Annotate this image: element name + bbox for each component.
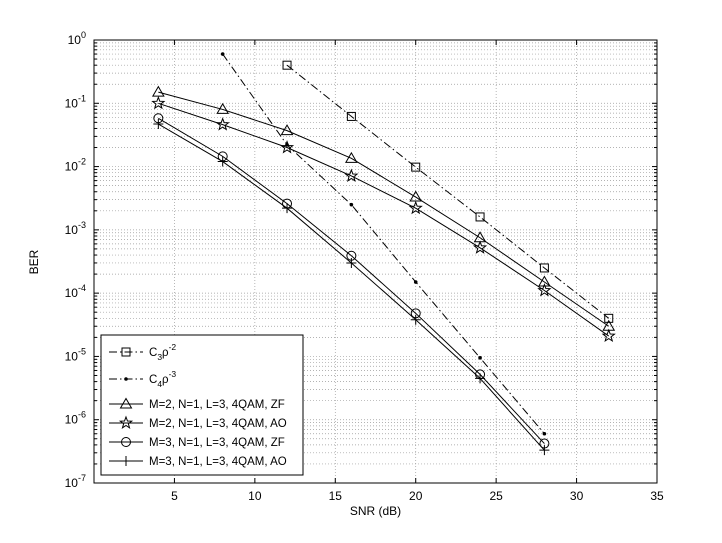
y-tick-base: 10	[65, 476, 79, 490]
series-4	[151, 95, 616, 343]
data-point-square	[282, 60, 292, 70]
series-2	[220, 52, 547, 436]
data-point-triangle	[216, 102, 230, 114]
data-point-plus	[410, 314, 421, 325]
y-tick-exponent: -5	[78, 346, 86, 356]
data-point-star	[151, 95, 166, 110]
y-tick-label: 10-6	[65, 410, 86, 427]
x-tick-label: 25	[489, 489, 503, 503]
legend-label: M=3, N=1, L=3, 4QAM, AO	[149, 456, 287, 468]
series-1	[282, 60, 614, 323]
legend-label: C4ρ-3	[149, 369, 176, 389]
y-tick-label: 10-7	[65, 473, 86, 490]
legend-label: M=2, N=1, L=3, 4QAM, ZF	[149, 399, 285, 411]
data-point-dot	[349, 202, 354, 207]
data-point-dot	[124, 377, 128, 381]
y-tick-label: 10-5	[65, 346, 86, 363]
data-point-dot	[413, 280, 418, 284]
y-tick-label: 10-3	[65, 220, 86, 237]
data-point-star	[472, 240, 488, 254]
y-tick-exponent: -3	[78, 220, 86, 230]
data-point-star	[215, 117, 230, 131]
data-point-square	[539, 263, 549, 273]
y-tick-exponent: -6	[78, 410, 86, 420]
data-point-dot	[478, 356, 482, 360]
data-point-star	[408, 200, 423, 215]
y-tick-base: 10	[65, 223, 79, 237]
data-point-dot	[542, 431, 547, 436]
legend-label: M=3, N=1, L=3, 4QAM, ZF	[149, 437, 285, 449]
x-axis-title: SNR (dB)	[350, 504, 401, 518]
data-point-plus	[217, 156, 228, 167]
data-point-triangle	[538, 275, 551, 287]
data-point-circle	[121, 437, 131, 447]
data-point-square	[121, 347, 131, 357]
data-point-square	[346, 111, 356, 121]
legend-label: C3ρ-2	[149, 342, 176, 362]
data-point-dot	[220, 52, 225, 56]
data-point-star	[118, 415, 134, 430]
data-point-plus	[282, 203, 293, 214]
y-tick-exponent: -2	[78, 157, 86, 167]
y-tick-base: 10	[65, 286, 79, 300]
legend: C3ρ-2 C4ρ-3 M=2, N=1, L=3, 4QAM, ZF M=2, N=…	[100, 334, 304, 476]
x-tick-label: 20	[409, 489, 423, 503]
data-point-plus	[346, 257, 357, 268]
data-point-plus	[539, 445, 550, 456]
series-line	[158, 91, 610, 327]
x-tick-label: 5	[171, 489, 178, 503]
data-point-square	[475, 212, 485, 222]
x-tick-label: 30	[570, 489, 584, 503]
y-tick-exponent: -7	[78, 473, 86, 483]
series-line	[286, 64, 610, 319]
data-point-triangle	[280, 124, 294, 136]
series-line	[158, 102, 610, 337]
data-point-plus	[121, 456, 131, 466]
data-point-square	[604, 313, 614, 323]
data-point-star	[279, 140, 295, 154]
plot-frame	[93, 39, 658, 484]
data-point-star	[537, 283, 552, 297]
y-tick-base: 10	[68, 33, 82, 47]
data-point-square	[411, 162, 421, 172]
y-tick-exponent: -1	[78, 93, 86, 103]
legend-box	[100, 334, 304, 476]
y-tick-label: 10-4	[65, 283, 86, 300]
y-tick-base: 10	[65, 413, 79, 427]
y-tick-label: 10-1	[65, 93, 86, 110]
x-tick-label: 15	[329, 489, 343, 503]
series-group	[151, 52, 616, 456]
x-tick-label: 10	[248, 489, 262, 503]
x-tick-label: 35	[650, 489, 664, 503]
series-line	[222, 53, 545, 435]
data-point-triangle	[119, 397, 133, 409]
data-point-triangle	[345, 151, 358, 163]
series-6	[153, 119, 550, 456]
data-point-star	[601, 328, 616, 343]
y-tick-base: 10	[65, 96, 79, 110]
y-axis-title: BER	[27, 249, 41, 274]
legend-label: M=2, N=1, L=3, 4QAM, AO	[149, 418, 287, 430]
y-tick-base: 10	[65, 349, 79, 363]
y-tick-base: 10	[65, 160, 79, 174]
y-tick-label: 10-2	[65, 157, 86, 174]
y-tick-exponent: 0	[81, 30, 86, 40]
data-point-plus	[153, 119, 164, 130]
y-tick-exponent: -4	[78, 283, 86, 293]
y-tick-label: 100	[68, 30, 86, 47]
data-point-plus	[475, 373, 486, 384]
axes: 5 10 15 20 25 30 3510010-110-210-310-410-510-6…	[65, 30, 664, 503]
data-point-star	[344, 168, 359, 183]
